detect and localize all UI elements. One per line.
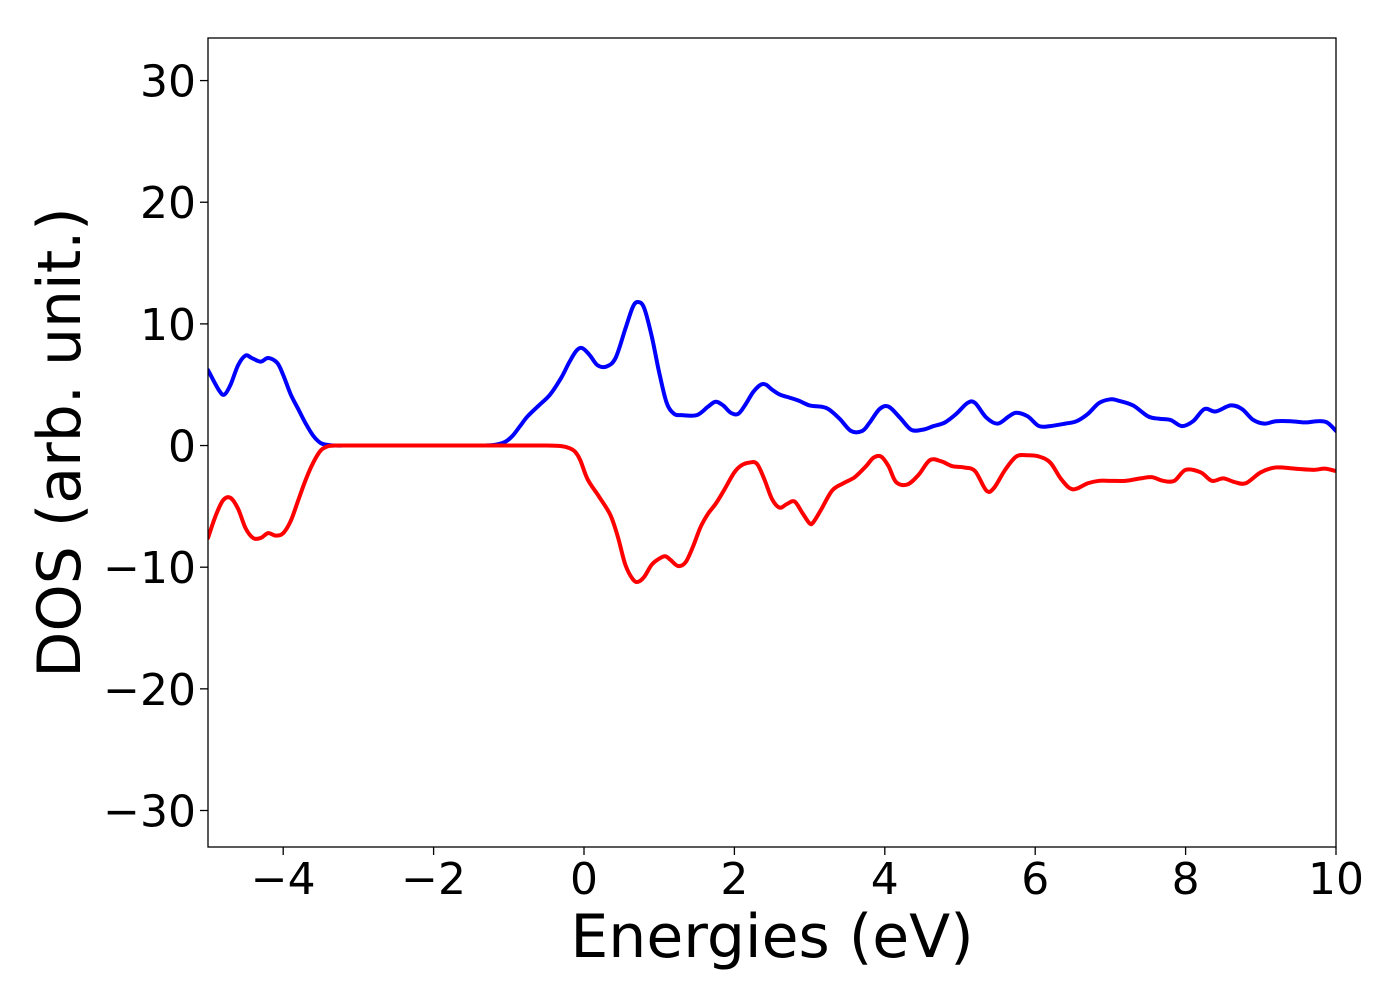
y-axis-label: DOS (arb. unit.) [25,207,95,677]
x-axis-label: Energies (eV) [570,902,973,972]
y-tick-label: −20 [103,665,196,716]
x-tick-label: 8 [1172,854,1200,905]
x-tick-label: −2 [401,854,466,905]
y-tick-label: −30 [103,787,196,838]
series-layer [208,299,1336,584]
series-line-red [208,443,1336,584]
x-tick-label: −4 [251,854,316,905]
y-tick-label: 20 [140,178,196,229]
plot-frame [207,37,1337,848]
y-tick-label: 30 [140,57,196,108]
y-tick-label: 0 [168,422,196,473]
y-tick-label: 10 [140,300,196,351]
x-tick-label: 2 [720,854,748,905]
y-tick-label: −10 [103,543,196,594]
x-tick-label: 10 [1308,854,1364,905]
x-tick-label: 0 [570,854,598,905]
x-tick-label: 6 [1021,854,1049,905]
x-tick-label: 4 [871,854,899,905]
